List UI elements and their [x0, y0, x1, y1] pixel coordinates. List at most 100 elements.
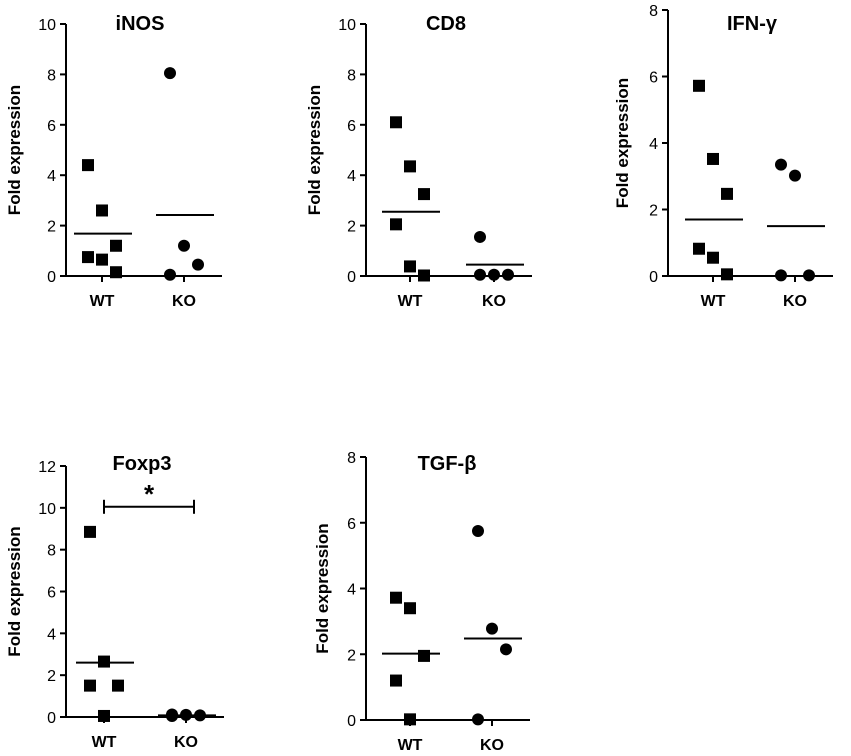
data-point-wt — [110, 266, 122, 279]
y-tick-label: 0 — [47, 710, 56, 727]
y-tick-label: 4 — [347, 168, 356, 185]
panel-2: CD8 Fold expression 0 2 4 6 8 10 WT KO — [305, 13, 532, 310]
data-point-wt — [721, 268, 733, 281]
data-point-ko — [488, 268, 500, 281]
y-axis-label: Fold expression — [313, 523, 332, 653]
data-point-wt — [98, 709, 110, 722]
y-axis-label: Fold expression — [305, 85, 324, 215]
data-point-ko — [803, 269, 815, 282]
panel-4: Foxp3 Fold expression 0 2 4 6 8 10 12 WT KO * — [5, 453, 224, 751]
y-tick-label: 10 — [338, 17, 356, 34]
data-point-ko — [472, 524, 484, 537]
data-point-wt — [84, 679, 96, 692]
data-point-wt — [707, 152, 719, 165]
y-tick-label: 8 — [347, 450, 356, 467]
data-point-ko — [775, 158, 787, 171]
panel-3: IFN-γ Fold expression 0 2 4 6 8 WT KO — [613, 3, 833, 310]
data-point-ko — [502, 268, 514, 281]
data-point-wt — [390, 116, 402, 129]
y-tick-label: 8 — [47, 67, 56, 84]
y-tick-label: 0 — [347, 269, 356, 286]
data-point-wt — [390, 674, 402, 687]
data-point-ko — [486, 622, 498, 635]
y-tick-label: 0 — [347, 713, 356, 730]
y-axis-label: Fold expression — [5, 85, 24, 215]
data-point-wt — [693, 79, 705, 92]
y-tick-label: 12 — [38, 459, 56, 476]
data-point-ko — [789, 169, 801, 182]
data-point-wt — [404, 260, 416, 273]
y-tick-label: 6 — [347, 118, 356, 135]
data-point-wt — [110, 239, 122, 252]
y-tick-label: 2 — [47, 668, 56, 685]
significance-star: * — [144, 479, 155, 509]
x-tick-label-ko: KO — [480, 737, 504, 754]
data-point-ko — [474, 268, 486, 281]
y-tick-label: 0 — [47, 269, 56, 286]
data-point-wt — [707, 251, 719, 264]
data-point-wt — [82, 159, 94, 172]
data-point-wt — [96, 253, 108, 266]
y-tick-label: 4 — [347, 582, 356, 599]
x-tick-label-ko: KO — [482, 293, 506, 310]
data-point-ko — [500, 643, 512, 656]
data-point-wt — [390, 591, 402, 604]
data-point-wt — [404, 602, 416, 615]
y-tick-label: 4 — [47, 626, 56, 643]
y-tick-label: 8 — [47, 543, 56, 560]
y-axis-label: Fold expression — [5, 526, 24, 656]
x-tick-label-wt: WT — [92, 734, 117, 751]
panel-title: Foxp3 — [113, 453, 172, 475]
x-tick-label-ko: KO — [783, 293, 807, 310]
y-axis-label: Fold expression — [613, 78, 632, 208]
data-point-wt — [418, 649, 430, 662]
panel-title: IFN-γ — [727, 13, 778, 35]
data-point-wt — [693, 242, 705, 255]
y-tick-label: 4 — [649, 136, 658, 153]
y-tick-label: 8 — [649, 3, 658, 20]
x-tick-label-wt: WT — [701, 293, 726, 310]
y-tick-label: 8 — [347, 67, 356, 84]
data-point-wt — [96, 204, 108, 217]
y-tick-label: 6 — [649, 70, 658, 87]
panel-title: TGF-β — [418, 453, 477, 475]
data-point-ko — [164, 268, 176, 281]
data-point-wt — [112, 679, 124, 692]
y-tick-label: 2 — [347, 219, 356, 236]
panel-title: iNOS — [116, 13, 165, 35]
y-tick-label: 10 — [38, 17, 56, 34]
x-tick-label-wt: WT — [90, 293, 115, 310]
data-point-ko — [474, 230, 486, 243]
data-point-wt — [98, 655, 110, 668]
panel-1: iNOS Fold expression 0 2 4 6 8 10 WT KO — [5, 13, 222, 310]
x-tick-label-wt: WT — [398, 737, 423, 754]
data-point-wt — [418, 269, 430, 282]
data-point-ko — [178, 239, 190, 252]
y-tick-label: 2 — [347, 647, 356, 664]
data-point-wt — [721, 187, 733, 200]
y-tick-label: 6 — [47, 585, 56, 602]
y-tick-label: 6 — [347, 516, 356, 533]
y-tick-label: 0 — [649, 269, 658, 286]
data-point-ko — [775, 269, 787, 282]
y-tick-label: 2 — [649, 203, 658, 220]
data-point-wt — [390, 218, 402, 231]
data-point-wt — [404, 713, 416, 726]
data-point-wt — [404, 160, 416, 173]
y-tick-label: 10 — [38, 501, 56, 518]
data-point-ko — [472, 713, 484, 726]
y-tick-label: 2 — [47, 219, 56, 236]
y-tick-label: 4 — [47, 168, 56, 185]
y-tick-label: 6 — [47, 118, 56, 135]
x-tick-label-wt: WT — [398, 293, 423, 310]
x-tick-label-ko: KO — [174, 734, 198, 751]
data-point-ko — [164, 67, 176, 80]
data-point-wt — [418, 188, 430, 201]
data-point-ko — [192, 258, 204, 271]
x-tick-label-ko: KO — [172, 293, 196, 310]
panel-title: CD8 — [426, 13, 466, 35]
data-point-wt — [82, 251, 94, 264]
panel-5: TGF-β Fold expression 0 2 4 6 8 WT KO — [313, 450, 530, 754]
data-point-wt — [84, 525, 96, 538]
